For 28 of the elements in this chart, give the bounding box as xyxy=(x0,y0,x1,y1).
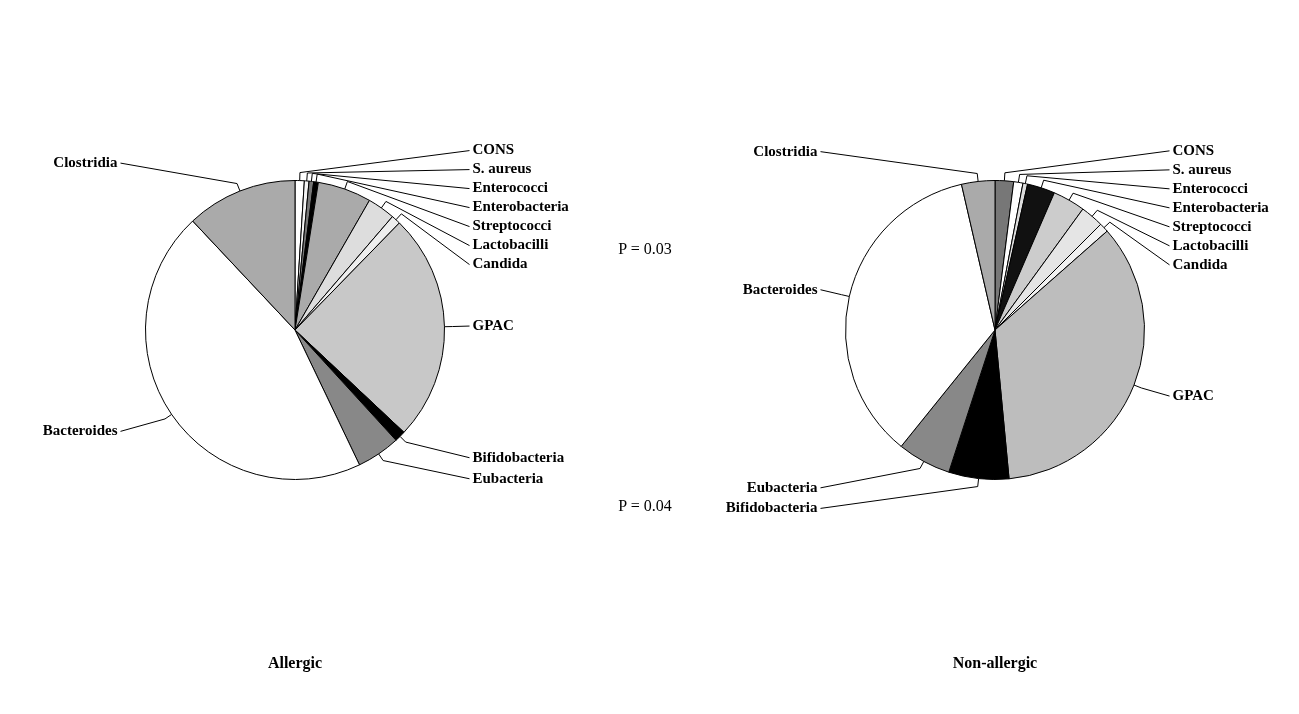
slice-label: Enterobacteria xyxy=(1172,198,1270,215)
slice-label: Lactobacilli xyxy=(1172,236,1249,253)
slice-label: Bacteroides xyxy=(742,280,818,297)
slice-label: GPAC xyxy=(472,316,514,333)
slice-label: Lactobacilli xyxy=(472,236,549,253)
slice-label: Candida xyxy=(1172,255,1229,272)
slice-label: Streptococci xyxy=(1172,217,1252,234)
slice-label: Streptococci xyxy=(472,217,552,234)
slice-label: S. aureus xyxy=(472,160,532,177)
text: Non-allergic xyxy=(952,654,1038,672)
slice-label: Enterococci xyxy=(1172,179,1249,196)
text: P = 0.04 xyxy=(618,496,672,515)
slice-label: Bacteroides xyxy=(42,422,118,439)
slice-label: CONS xyxy=(1172,141,1215,158)
slice-label: Eubacteria xyxy=(472,469,544,486)
slice-label: GPAC xyxy=(1172,386,1214,403)
slice-label: S. aureus xyxy=(1172,160,1232,177)
slice-label: Clostridia xyxy=(753,142,818,159)
text: Allergic xyxy=(267,654,323,672)
slice-label: Clostridia xyxy=(53,153,118,170)
slice-label: CONS xyxy=(472,141,515,158)
slice-label: Candida xyxy=(472,255,529,272)
text: P = 0.03 xyxy=(618,239,672,258)
slice-label: Bifidobacteria xyxy=(472,448,565,465)
slice-label: Bifidobacteria xyxy=(725,499,818,516)
slice-label: Eubacteria xyxy=(746,478,818,495)
slice-label: Enterobacteria xyxy=(472,198,570,215)
slice-label: Enterococci xyxy=(472,179,549,196)
